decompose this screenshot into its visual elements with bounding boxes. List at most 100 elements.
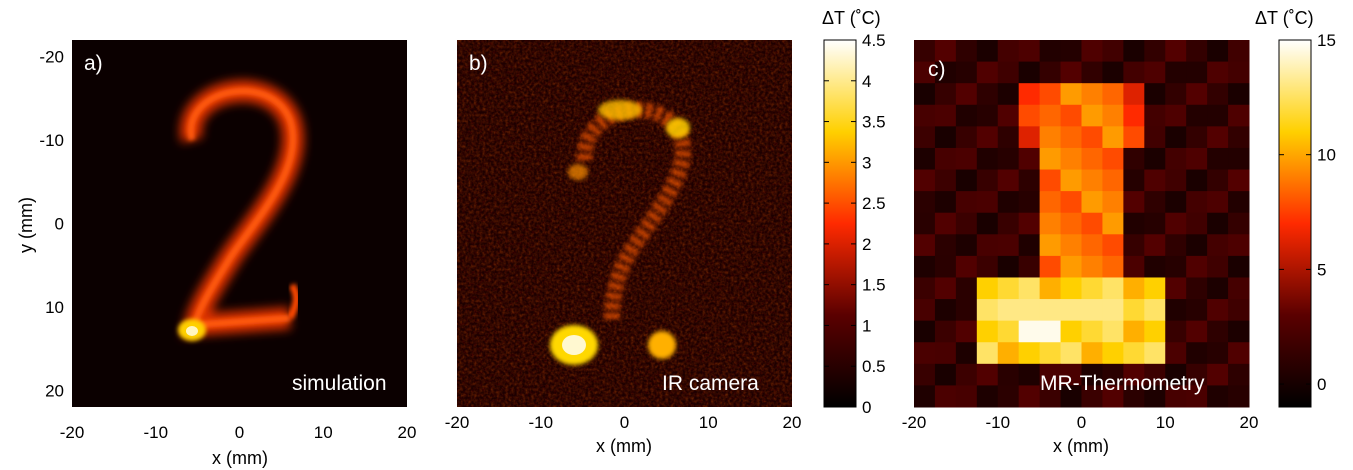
- heat-pixel: [1186, 299, 1208, 322]
- heat-pixel: [934, 234, 957, 257]
- heat-pixel: [1039, 212, 1062, 235]
- heat-pixel: [1081, 234, 1103, 257]
- heat-pixel: [955, 363, 978, 386]
- heat-pixel: [1207, 61, 1229, 84]
- heat-pixel: [997, 255, 1020, 278]
- heat-pixel: [955, 299, 978, 322]
- heat-pixel: [1165, 255, 1187, 278]
- heat-pixel: [976, 126, 999, 149]
- heat-pixel: [1102, 169, 1124, 192]
- colorbar-tick-label: 3.5: [862, 113, 886, 132]
- heat-pixel: [934, 255, 957, 278]
- heat-pixel: [1186, 126, 1208, 149]
- colorbar-tick-label: 4: [862, 72, 871, 91]
- heat-pixel: [1228, 255, 1250, 278]
- heat-pixel: [1123, 320, 1145, 343]
- heat-pixel: [1081, 320, 1103, 343]
- y-tick-label: 10: [45, 298, 64, 317]
- heat-pixel: [1018, 147, 1041, 171]
- heat-pixel: [1102, 191, 1124, 214]
- heat-pixel: [1039, 255, 1062, 278]
- heat-pixel: [1018, 342, 1041, 365]
- heat-pixel: [1102, 126, 1124, 149]
- heat-pixel: [1060, 61, 1082, 84]
- heat-pixel: [1228, 277, 1250, 300]
- heat-pixel: [1123, 40, 1145, 63]
- heat-pixel: [1144, 342, 1166, 365]
- heat-pixel: [1186, 255, 1208, 278]
- heat-pixel: [1207, 363, 1229, 386]
- heat-pixel: [1060, 147, 1082, 171]
- heat-pixel: [1144, 104, 1166, 127]
- heat-pixel: [976, 234, 999, 257]
- heat-pixel: [1144, 212, 1166, 235]
- heat-pixel: [1018, 169, 1041, 192]
- heat-pixel: [1060, 212, 1082, 235]
- heat-pixel: [1144, 40, 1166, 63]
- heat-pixel: [914, 363, 936, 386]
- colorbar-tick-label: 2: [862, 235, 871, 254]
- heat-pixel: [1186, 320, 1208, 343]
- heat-pixel: [1123, 83, 1145, 106]
- heat-pixel: [976, 169, 999, 192]
- heat-pixel: [1018, 320, 1041, 343]
- heat-pixel: [1102, 147, 1124, 171]
- heat-pixel: [1039, 385, 1062, 408]
- panel-c-x-axis-label: x (mm): [1053, 436, 1109, 456]
- x-tick-label: 20: [783, 413, 802, 432]
- heat-pixel: [1018, 299, 1041, 322]
- heat-pixel: [1102, 234, 1124, 257]
- heat-pixel: [1081, 61, 1103, 84]
- heat-pixel: [1060, 126, 1082, 149]
- heat-pixel: [1144, 126, 1166, 149]
- heat-pixel: [955, 191, 978, 214]
- heat-pixel: [1228, 212, 1250, 235]
- heat-pixel: [1165, 363, 1187, 386]
- heat-pixel: [1228, 385, 1250, 408]
- colorbar-tick-label: 0: [862, 398, 871, 417]
- heat-pixel: [1060, 299, 1082, 322]
- heat-pixel: [1144, 61, 1166, 84]
- colorbar-c-title: ΔT (˚C): [1255, 8, 1314, 28]
- heat-pixel: [914, 40, 936, 63]
- heat-pixel: [1165, 83, 1187, 106]
- heat-pixel: [1228, 320, 1250, 343]
- heat-pixel: [934, 299, 957, 322]
- heat-pixel: [976, 83, 999, 106]
- heat-pixel: [1228, 299, 1250, 322]
- heat-pixel: [1102, 385, 1124, 408]
- heat-pixel: [1123, 255, 1145, 278]
- heat-pixel: [1165, 104, 1187, 127]
- x-tick-label: -10: [985, 413, 1010, 432]
- y-tick-label: -10: [39, 131, 64, 150]
- heat-pixel: [1228, 83, 1250, 106]
- heat-pixel: [1081, 104, 1103, 127]
- heat-pixel: [1039, 126, 1062, 149]
- heat-pixel: [976, 385, 999, 408]
- heat-pixel: [1102, 255, 1124, 278]
- y-tick-label: -20: [39, 48, 64, 67]
- heat-pixel: [1186, 342, 1208, 365]
- colorbar-tick-label: 1.5: [862, 276, 886, 295]
- heat-pixel: [1018, 212, 1041, 235]
- heat-pixel: [914, 83, 936, 106]
- heat-pixel: [1039, 363, 1062, 386]
- heat-pixel: [1165, 342, 1187, 365]
- heat-pixel: [955, 320, 978, 343]
- heat-pixel: [1123, 147, 1145, 171]
- panel-a-x-ticks: -20 -10 0 10 20: [60, 423, 417, 442]
- heat-pixel: [997, 277, 1020, 300]
- heat-pixel: [1018, 83, 1041, 106]
- heat-pixel: [955, 385, 978, 408]
- heat-pixel: [934, 385, 957, 408]
- heat-pixel: [955, 255, 978, 278]
- heat-pixel: [1144, 234, 1166, 257]
- panel-c-corner-label: MR-Thermometry: [1040, 372, 1205, 395]
- heat-pixel: [976, 191, 999, 214]
- heat-pixel: [1228, 191, 1250, 214]
- heat-pixel: [976, 320, 999, 343]
- heat-pixel: [934, 191, 957, 214]
- heat-pixel: [1039, 61, 1062, 84]
- heat-pixel: [1060, 234, 1082, 257]
- heat-pixel: [976, 363, 999, 386]
